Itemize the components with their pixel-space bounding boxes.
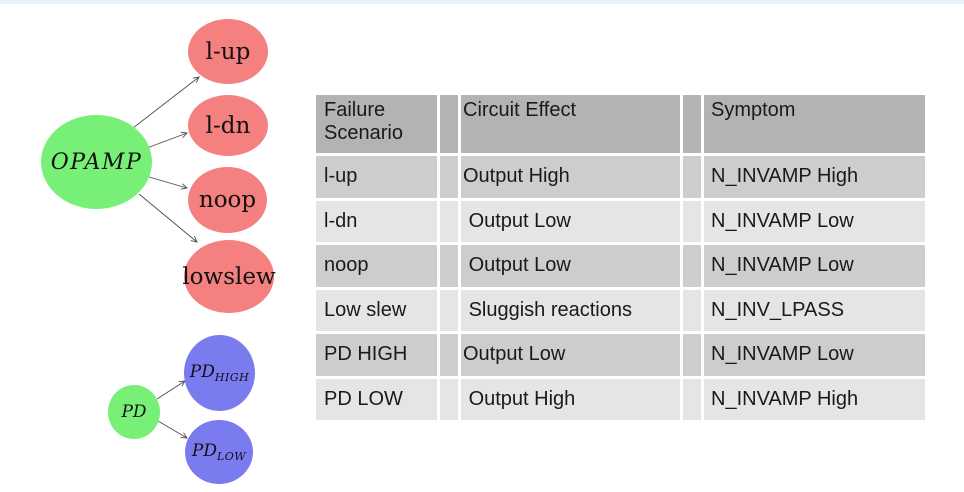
header-spacer-1 (440, 95, 458, 153)
pd-low-subscript: LOW (216, 450, 247, 463)
cell-effect: Output Low (461, 245, 680, 287)
node-l-dn: l-dn (188, 95, 268, 156)
arrow-opamp-to-lowslew (138, 193, 198, 243)
node-pd-label: PD (121, 402, 147, 422)
node-lowslew-label: lowslew (182, 263, 276, 290)
cell-symptom: N_INVAMP Low (704, 334, 925, 376)
cell-symptom: N_INVAMP High (704, 378, 925, 420)
cell-spacer (683, 156, 701, 198)
header-failure-scenario: Failure Scenario (316, 95, 437, 153)
cell-scenario: l-dn (316, 200, 437, 242)
arrow-opamp-to-noop (148, 176, 188, 190)
cell-spacer (683, 245, 701, 287)
header-symptom: Symptom (704, 95, 925, 153)
cell-spacer (440, 289, 458, 331)
cell-effect: Sluggish reactions (461, 289, 680, 331)
cell-spacer (440, 334, 458, 376)
cell-scenario: noop (316, 245, 437, 287)
arrow-pd-to-pdhigh (156, 380, 186, 400)
cell-spacer (440, 378, 458, 420)
cell-symptom: N_INVAMP Low (704, 200, 925, 242)
arrow-opamp-to-lup (132, 76, 200, 129)
cell-symptom: N_INVAMP High (704, 156, 925, 198)
node-opamp: OPAMP (41, 115, 152, 209)
pd-high-subscript: HIGH (214, 371, 250, 384)
node-pd-low-label: PDLOW (192, 441, 246, 463)
cell-symptom: N_INV_LPASS (704, 289, 925, 331)
node-pd-low: PDLOW (185, 420, 253, 484)
cell-spacer (440, 245, 458, 287)
cell-effect: Output Low (461, 200, 680, 242)
cell-effect: Output High (461, 156, 680, 198)
node-noop: noop (188, 167, 267, 233)
node-l-up: l-up (188, 19, 268, 84)
cell-symptom: N_INVAMP Low (704, 245, 925, 287)
cell-scenario: Low slew (316, 289, 437, 331)
cell-scenario: l-up (316, 156, 437, 198)
cell-spacer (440, 200, 458, 242)
node-l-up-label: l-up (205, 38, 251, 65)
cell-spacer (683, 378, 701, 420)
node-pd-high: PDHIGH (184, 335, 255, 411)
header-circuit-effect: Circuit Effect (461, 95, 680, 153)
window-top-strip (0, 0, 964, 4)
arrow-opamp-to-ldn (146, 131, 188, 149)
node-noop-label: noop (198, 187, 257, 213)
cell-scenario: PD HIGH (316, 334, 437, 376)
pd-low-base: PD (191, 441, 217, 461)
arrow-pd-to-pdlow (157, 420, 188, 439)
node-opamp-label: OPAMP (50, 149, 143, 175)
pd-high-base: PD (189, 362, 215, 382)
cell-spacer (683, 334, 701, 376)
node-l-dn-label: l-dn (205, 112, 251, 139)
node-pd: PD (108, 385, 160, 439)
node-pd-high-label: PDHIGH (190, 362, 249, 384)
cell-effect: Output Low (461, 334, 680, 376)
cell-spacer (683, 289, 701, 331)
cell-scenario: PD LOW (316, 378, 437, 420)
header-spacer-2 (683, 95, 701, 153)
node-lowslew: lowslew (182, 240, 276, 313)
cell-spacer (440, 156, 458, 198)
cell-effect: Output High (461, 378, 680, 420)
failure-scenario-table: Failure Scenario Circuit Effect Symptom … (316, 95, 925, 420)
cell-spacer (683, 200, 701, 242)
